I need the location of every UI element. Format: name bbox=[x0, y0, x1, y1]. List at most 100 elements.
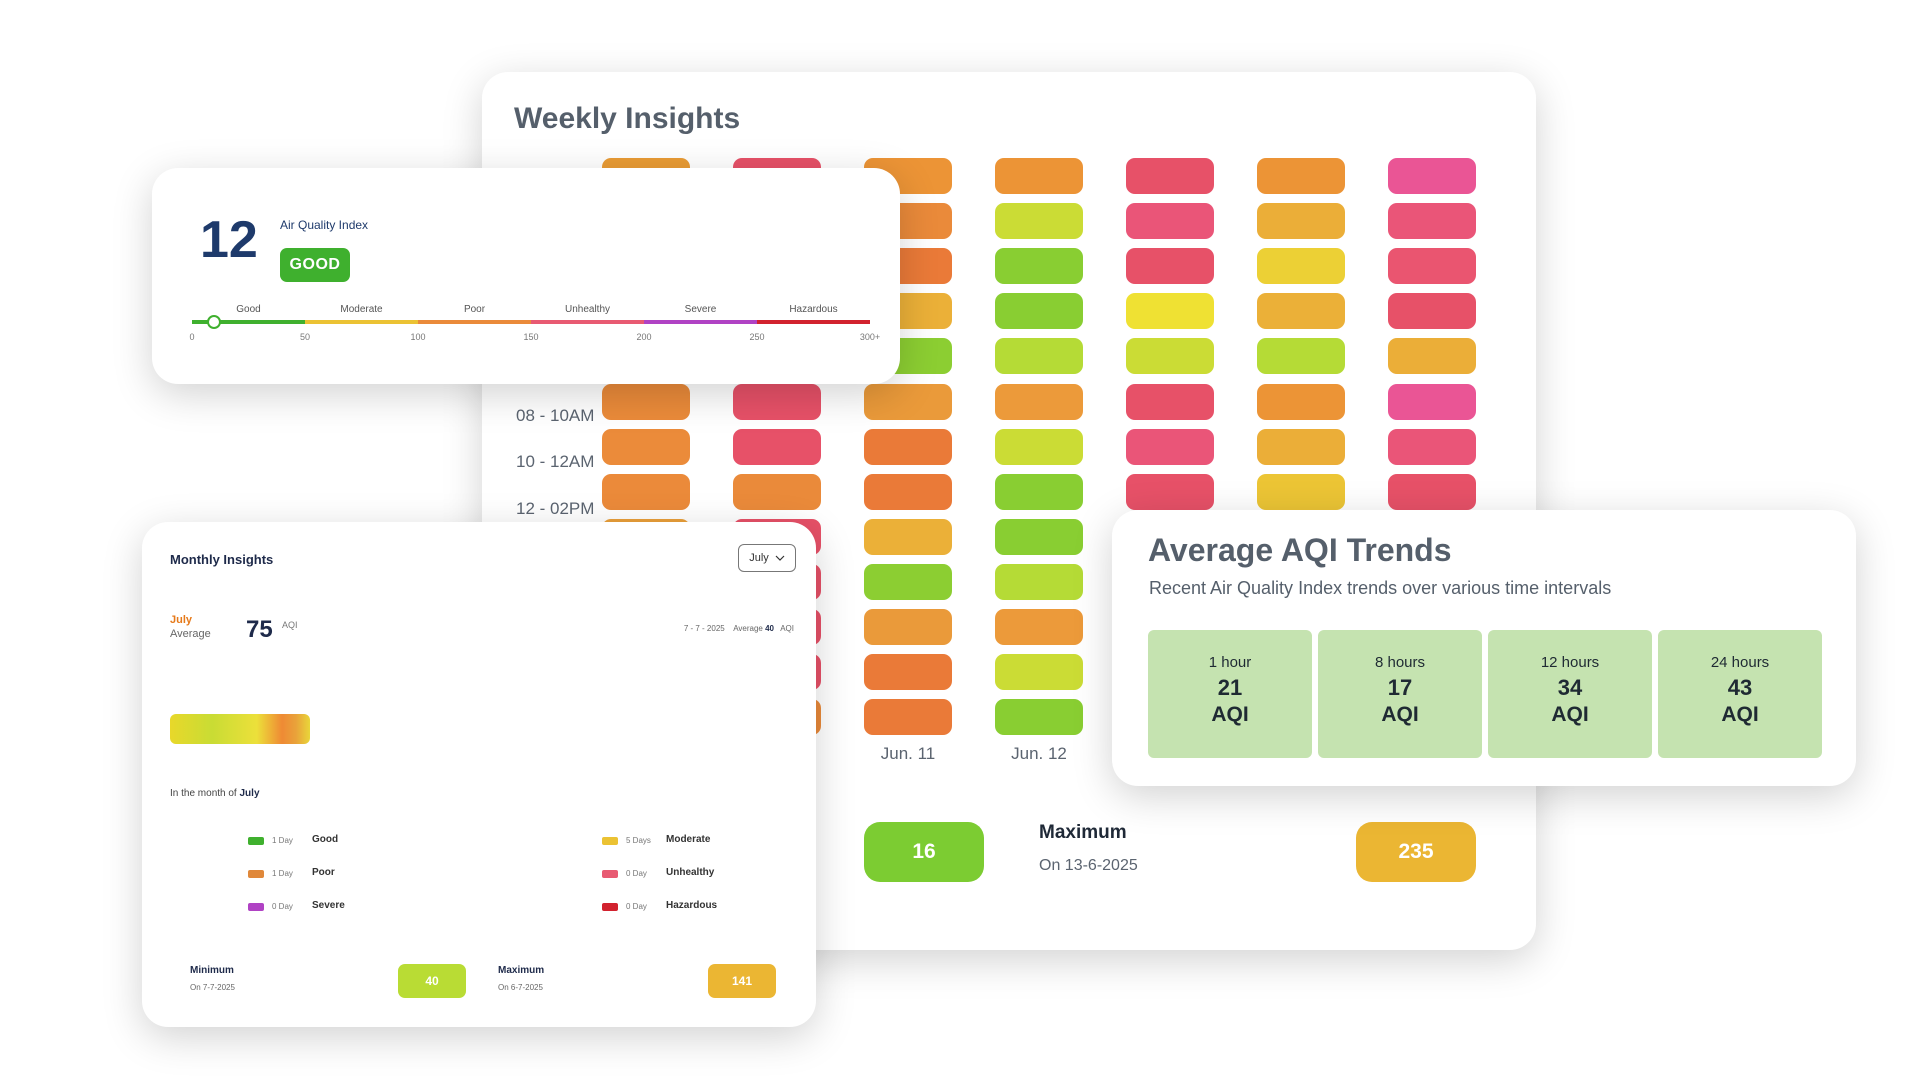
trends-title: Average AQI Trends bbox=[1148, 532, 1452, 568]
monthly-gradient-bar bbox=[170, 714, 310, 744]
heatmap-cell bbox=[1257, 429, 1345, 465]
legend-swatch bbox=[248, 903, 264, 911]
aqi-scale-segment bbox=[192, 320, 305, 324]
month-select[interactable]: July bbox=[738, 544, 796, 572]
heatmap-cell bbox=[995, 384, 1083, 420]
row-label: 08 - 10AM bbox=[516, 406, 595, 425]
aqi-scale-tick: 150 bbox=[523, 332, 539, 342]
legend-name: Hazardous bbox=[666, 900, 718, 911]
heatmap-cell bbox=[995, 699, 1083, 735]
aqi-scale-tick: 300+ bbox=[859, 332, 881, 342]
monthly-month-label: July bbox=[170, 614, 193, 626]
trend-unit: AQI bbox=[1721, 703, 1759, 726]
aqi-trends-card: Average AQI Trends Recent Air Quality In… bbox=[1112, 510, 1856, 786]
heatmap-cell bbox=[1388, 203, 1476, 239]
heatmap-cell bbox=[1257, 338, 1345, 374]
heatmap-cell bbox=[864, 699, 952, 735]
heatmap-cell bbox=[995, 654, 1083, 690]
heatmap-cell bbox=[864, 609, 952, 645]
monthly-date-average-value: 40 bbox=[765, 624, 774, 633]
trend-unit: AQI bbox=[1211, 703, 1249, 726]
day-label: Jun. 12 bbox=[1011, 744, 1067, 763]
legend-count: 1 Day bbox=[272, 836, 293, 845]
legend-count: 0 Day bbox=[272, 902, 293, 911]
legend-name: Severe bbox=[312, 900, 345, 911]
heatmap-cell bbox=[1388, 248, 1476, 284]
monthly-intro-month: July bbox=[239, 788, 260, 799]
monthly-date: 7 - 7 - 2025 bbox=[683, 624, 725, 633]
trend-box: 24 hours 43 AQI bbox=[1658, 630, 1822, 758]
monthly-maximum-pill: 141 bbox=[708, 964, 776, 998]
heatmap-cell bbox=[1126, 158, 1214, 194]
trend-interval: 24 hours bbox=[1710, 654, 1770, 671]
heatmap-cell bbox=[602, 429, 690, 465]
day-label: Jun. 11 bbox=[880, 744, 936, 763]
heatmap-cell bbox=[864, 519, 952, 555]
heatmap-cell bbox=[1126, 203, 1214, 239]
aqi-scale-segment bbox=[531, 320, 644, 324]
aqi-scale-segment bbox=[418, 320, 531, 324]
legend-name: Unhealthy bbox=[666, 867, 715, 878]
aqi-scale-category: Unhealthy bbox=[564, 304, 611, 315]
trend-value: 43 bbox=[1727, 675, 1753, 700]
monthly-minimum-date: On 7-7-2025 bbox=[190, 983, 235, 992]
heatmap-cell bbox=[1388, 384, 1476, 420]
monthly-average-label: Average bbox=[170, 628, 211, 640]
monthly-minimum-title: Minimum bbox=[190, 965, 234, 976]
legend-swatch bbox=[248, 870, 264, 878]
heatmap-cell bbox=[1257, 203, 1345, 239]
weekly-maximum-pill: 235 bbox=[1356, 822, 1476, 882]
trend-unit: AQI bbox=[1551, 703, 1589, 726]
aqi-scale-segment bbox=[644, 320, 757, 324]
legend-swatch bbox=[602, 870, 618, 878]
weekly-maximum-title: Maximum bbox=[1039, 822, 1127, 843]
heatmap-cell bbox=[1126, 338, 1214, 374]
row-label: 10 - 12AM bbox=[516, 452, 595, 471]
heatmap-cell bbox=[1388, 474, 1476, 510]
heatmap-cell bbox=[995, 564, 1083, 600]
monthly-date-unit: AQI bbox=[780, 624, 794, 633]
legend-count: 1 Day bbox=[272, 869, 293, 878]
monthly-intro: In the month of July bbox=[170, 788, 260, 799]
heatmap-cell bbox=[733, 474, 821, 510]
monthly-average-unit: AQI bbox=[282, 620, 298, 630]
heatmap-cell bbox=[602, 384, 690, 420]
heatmap-cell bbox=[733, 429, 821, 465]
heatmap-cell bbox=[995, 338, 1083, 374]
trend-box: 12 hours 34 AQI bbox=[1488, 630, 1652, 758]
monthly-insights-title: Monthly Insights bbox=[170, 552, 274, 567]
aqi-value: 12 bbox=[200, 211, 258, 269]
heatmap-cell bbox=[1257, 474, 1345, 510]
heatmap-cell bbox=[864, 429, 952, 465]
legend-count: 0 Day bbox=[626, 869, 647, 878]
chevron-down-icon bbox=[775, 552, 785, 564]
aqi-scale-category: Poor bbox=[463, 304, 486, 315]
heatmap-cell bbox=[1388, 429, 1476, 465]
trend-interval: 12 hours bbox=[1540, 654, 1600, 671]
trend-value: 34 bbox=[1557, 675, 1583, 700]
heatmap-cell bbox=[1257, 293, 1345, 329]
trend-unit: AQI bbox=[1381, 703, 1419, 726]
heatmap-cell bbox=[995, 519, 1083, 555]
monthly-maximum-date: On 6-7-2025 bbox=[498, 983, 543, 992]
trend-interval: 1 hour bbox=[1208, 654, 1252, 671]
heatmap-cell bbox=[995, 293, 1083, 329]
trend-value: 17 bbox=[1387, 675, 1413, 700]
heatmap-cell bbox=[995, 429, 1083, 465]
trend-interval: 8 hours bbox=[1374, 654, 1426, 671]
heatmap-cell bbox=[864, 384, 952, 420]
row-label: 12 - 02PM bbox=[516, 499, 595, 518]
heatmap-cell bbox=[733, 384, 821, 420]
heatmap-cell bbox=[602, 474, 690, 510]
legend-name: Poor bbox=[312, 867, 335, 878]
legend-count: 0 Day bbox=[626, 902, 647, 911]
weekly-minimum-pill: 16 bbox=[864, 822, 984, 882]
legend-count: 5 Days bbox=[626, 836, 651, 845]
aqi-scale-category: Moderate bbox=[340, 304, 383, 315]
legend-name: Moderate bbox=[666, 834, 711, 845]
heatmap-cell bbox=[864, 474, 952, 510]
aqi-scale-category: Good bbox=[236, 304, 261, 315]
heatmap-cell bbox=[1257, 384, 1345, 420]
aqi-scale-tick: 100 bbox=[410, 332, 426, 342]
heatmap-cell bbox=[1126, 474, 1214, 510]
